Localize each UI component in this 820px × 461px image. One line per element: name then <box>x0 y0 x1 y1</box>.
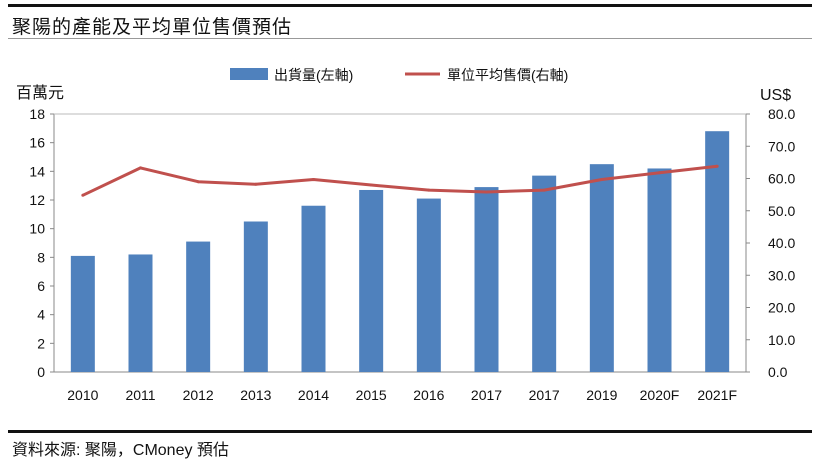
y-left-unit-label: 百萬元 <box>16 84 64 102</box>
bar-2015 <box>359 189 384 372</box>
price-point <box>658 171 661 175</box>
price-line <box>82 164 718 197</box>
bar-2017 <box>474 187 499 372</box>
legend-bar-swatch <box>230 68 268 80</box>
bar-2011 <box>128 254 153 372</box>
left-tick-label: 2 <box>37 335 45 351</box>
right-tick-label: 40.0 <box>768 235 795 251</box>
price-point <box>369 183 373 187</box>
left-tick-label: 16 <box>29 135 45 151</box>
right-tick-label: 10.0 <box>768 332 795 348</box>
legend-bar-label: 出貨量(左軸) <box>274 67 353 83</box>
left-tick-label: 0 <box>37 364 45 380</box>
right-tick-label: 20.0 <box>768 300 795 316</box>
legend-line-label: 單位平均售價(右軸) <box>447 67 568 83</box>
x-tick-label: 2015 <box>356 387 387 403</box>
price-point <box>542 188 546 192</box>
y-right-unit-label: US$ <box>760 87 791 104</box>
top-rule <box>8 4 812 7</box>
price-point <box>715 164 719 168</box>
x-tick-label: 2010 <box>67 387 98 403</box>
bar-2019 <box>589 164 614 372</box>
bar-2016 <box>416 198 441 372</box>
right-tick-label: 80.0 <box>768 106 795 122</box>
x-tick-label: 2012 <box>183 387 214 403</box>
bar-2017 <box>532 175 557 372</box>
price-point <box>427 188 431 192</box>
bar-2012 <box>186 241 211 372</box>
x-tick-label: 2011 <box>125 387 155 403</box>
x-tick-label: 2019 <box>586 387 617 403</box>
bar-2021F <box>705 131 730 372</box>
right-tick-label: 50.0 <box>768 203 795 219</box>
x-tick-label: 2016 <box>413 387 444 403</box>
bar-2020F <box>647 168 672 372</box>
price-point <box>312 177 315 181</box>
bar-2013 <box>243 221 268 372</box>
right-tick-label: 60.0 <box>768 171 795 187</box>
x-tick-label: 2021F <box>697 387 737 403</box>
bar-2010 <box>70 255 95 372</box>
x-tick-label: 2020F <box>640 387 680 403</box>
x-tick-label: 2017 <box>529 387 560 403</box>
left-tick-label: 8 <box>37 249 45 265</box>
source-note: 資料來源: 聚陽，CMoney 預估 <box>12 442 229 459</box>
bar-2014 <box>301 205 326 372</box>
price-point <box>81 193 85 197</box>
right-tick-label: 70.0 <box>768 138 795 154</box>
left-tick-label: 4 <box>37 307 45 323</box>
left-tick-label: 12 <box>29 192 45 208</box>
left-tick-label: 10 <box>29 221 45 237</box>
title-divider <box>8 38 812 39</box>
bottom-rule <box>8 430 812 433</box>
left-tick-label: 18 <box>29 106 45 122</box>
price-point <box>600 177 604 181</box>
price-point <box>139 166 142 170</box>
chart-title: 聚陽的產能及平均單位售價預估 <box>12 17 293 38</box>
price-point <box>485 190 488 194</box>
x-tick-label: 2014 <box>298 387 329 403</box>
left-tick-label: 14 <box>29 163 45 179</box>
x-tick-label: 2013 <box>240 387 271 403</box>
x-tick-label: 2017 <box>471 387 502 403</box>
left-tick-label: 6 <box>37 278 45 294</box>
price-point <box>254 182 258 186</box>
right-tick-label: 30.0 <box>768 267 795 283</box>
right-tick-label: 0.0 <box>768 364 788 380</box>
price-point <box>196 180 200 184</box>
